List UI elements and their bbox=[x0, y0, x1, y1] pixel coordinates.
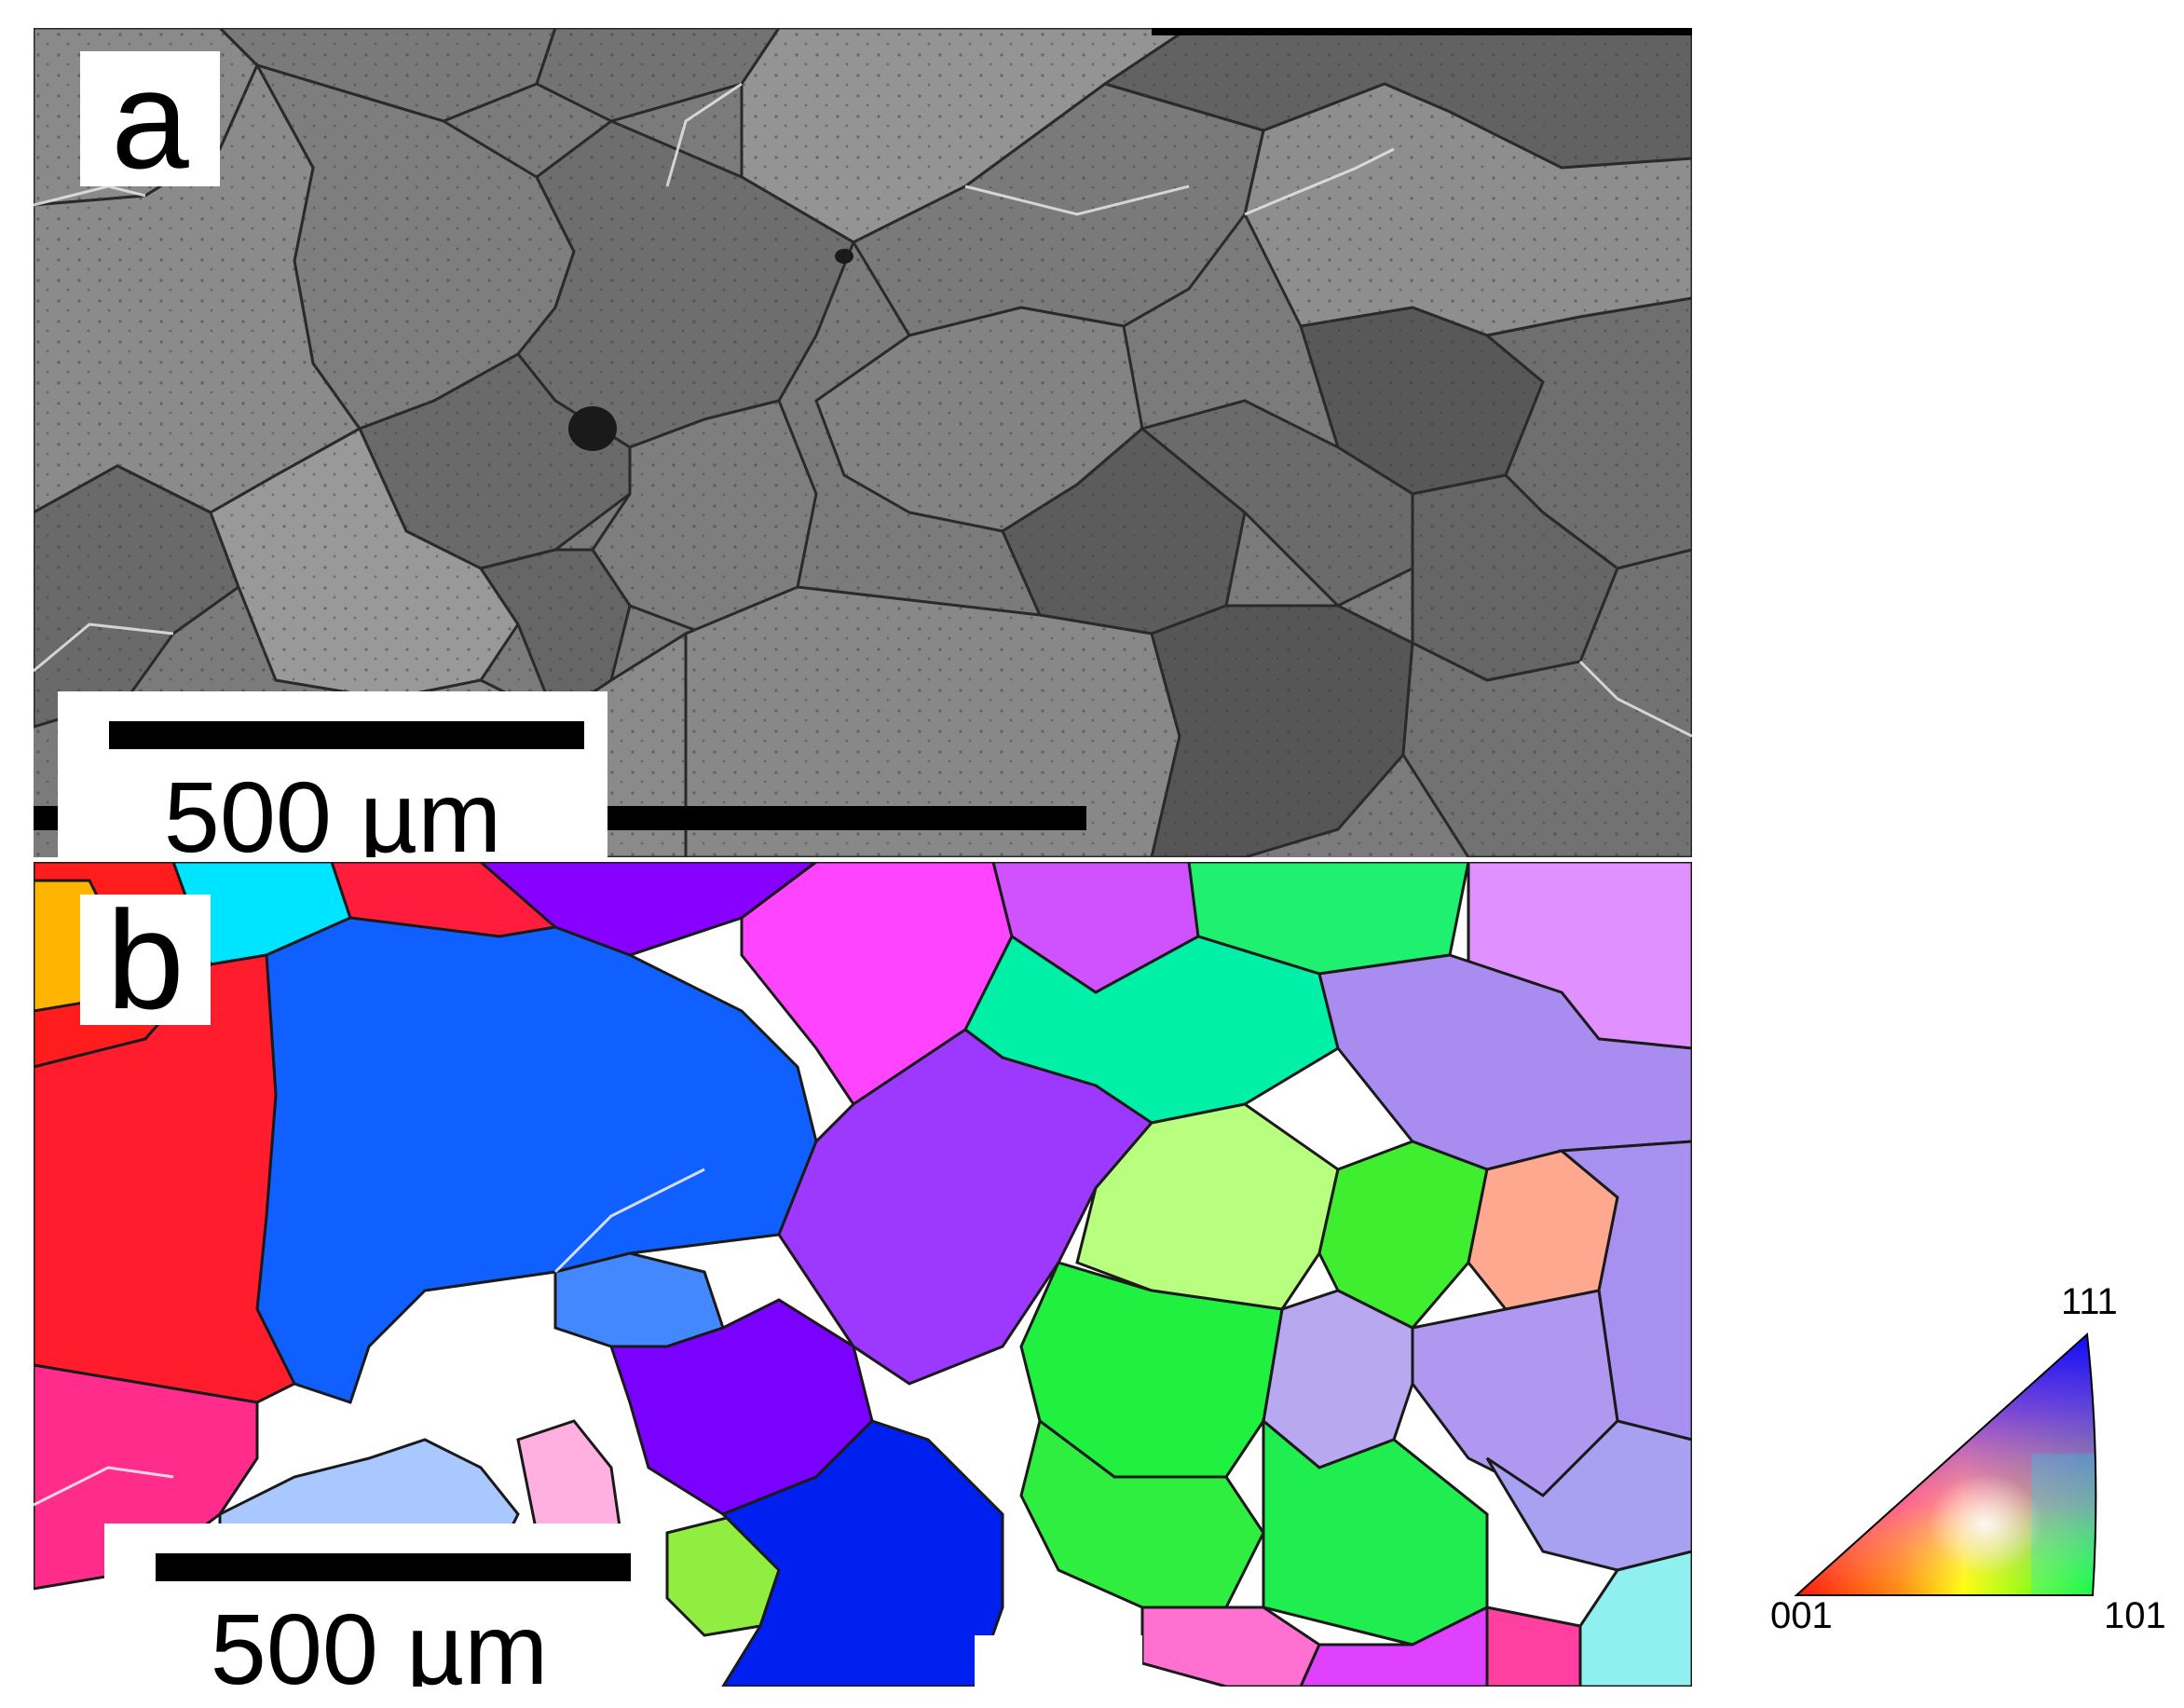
grain-structure-grayscale bbox=[34, 28, 1692, 857]
panel-b-orientation-map: b 500 µm bbox=[34, 862, 1692, 1687]
panel-a-scale-bar: 500 µm bbox=[58, 691, 607, 857]
ipf-color-key: 111 001 101 bbox=[1752, 1267, 2180, 1677]
ipf-label-001: 001 bbox=[1770, 1595, 1833, 1636]
ipf-triangle bbox=[1794, 1332, 2097, 1596]
panel-a-label: a bbox=[80, 49, 220, 189]
panel-b-scale-bar: 500 µm bbox=[104, 1524, 654, 1687]
scale-bar-text: 500 µm bbox=[210, 1592, 549, 1687]
ipf-label-111: 111 bbox=[2061, 1281, 2118, 1322]
scale-bar-text: 500 µm bbox=[163, 760, 502, 857]
ipf-label-101: 101 bbox=[2104, 1595, 2166, 1636]
scale-bar-line bbox=[109, 721, 584, 749]
panel-b-label: b bbox=[80, 890, 211, 1030]
scale-bar-line bbox=[156, 1553, 631, 1581]
panel-a-grain-image: a 500 µm bbox=[34, 28, 1692, 857]
